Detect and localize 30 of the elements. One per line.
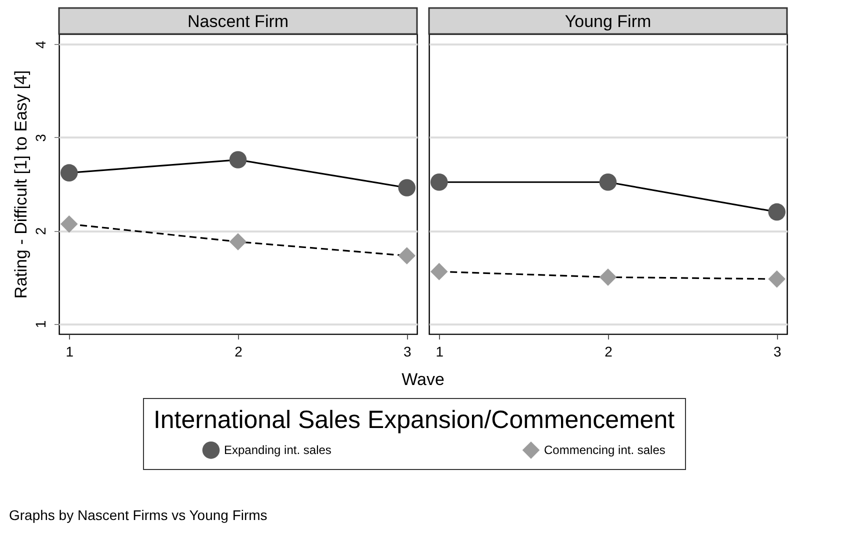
- point: [599, 173, 617, 191]
- legend-title: International Sales Expansion/Commencement: [153, 406, 675, 434]
- text: Graphs by Nascent Firms vs Young Firms: [9, 507, 268, 523]
- point: [430, 262, 448, 280]
- y-tick-label: 3: [32, 134, 48, 142]
- point: [398, 179, 416, 196]
- x-tick-label: 2: [604, 344, 613, 360]
- point: [229, 151, 247, 168]
- x-tick-label: 1: [436, 344, 444, 360]
- chart-title: Young Firm: [564, 12, 652, 31]
- y-tick-label: 2: [32, 226, 48, 235]
- chart-title: Nascent Firm: [187, 12, 289, 31]
- x-tick-label: 1: [66, 344, 74, 360]
- point: [398, 247, 416, 264]
- x-tick-label: 3: [403, 344, 412, 360]
- y-tick-label: 1: [32, 320, 48, 328]
- y-axis-title: Rating - Difficult [1] to Easy [4]: [12, 70, 30, 299]
- legend-label: Expanding int. sales: [224, 443, 332, 458]
- point: [768, 270, 786, 288]
- point: [229, 233, 247, 250]
- point: [60, 164, 78, 182]
- x-axis-title: Wave: [402, 370, 444, 389]
- point: [768, 203, 786, 221]
- point: [430, 173, 448, 191]
- legend-label: Commencing int. sales: [544, 443, 666, 458]
- point: [60, 215, 78, 233]
- point: [599, 268, 617, 286]
- y-tick-label: 4: [32, 40, 48, 49]
- x-tick-label: 2: [234, 344, 243, 360]
- x-tick-label: 3: [773, 344, 782, 360]
